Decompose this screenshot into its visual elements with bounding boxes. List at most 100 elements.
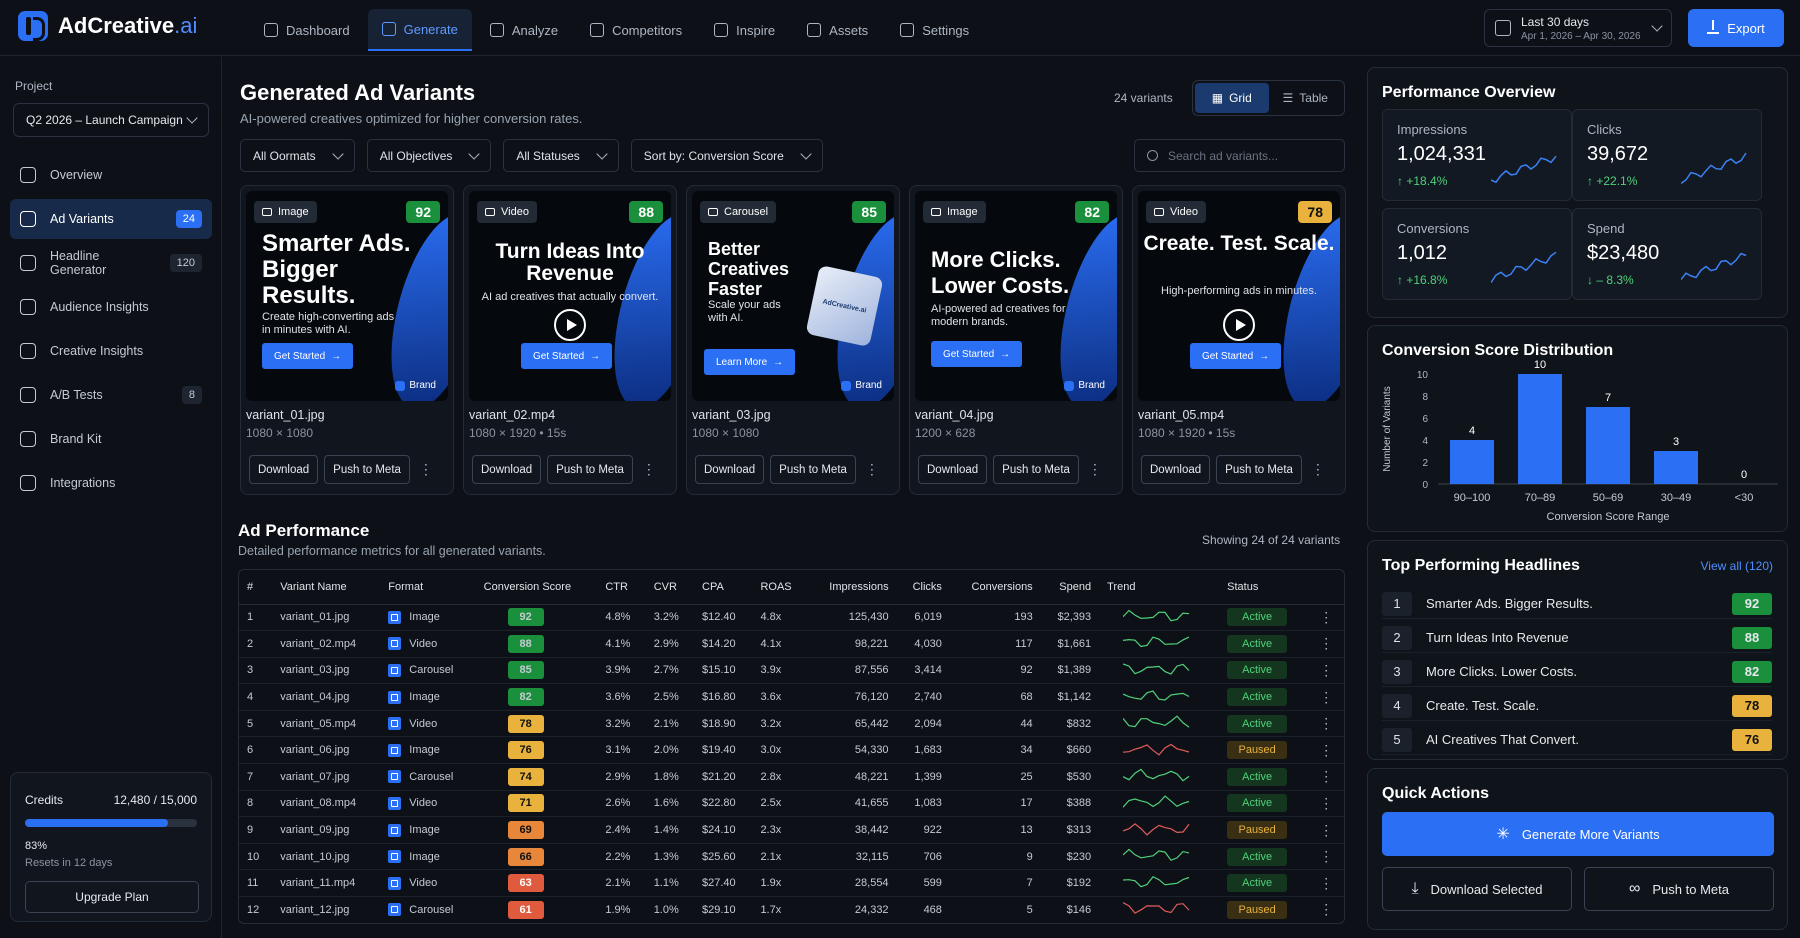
push-to-meta-button[interactable]: Push to Meta [993, 455, 1079, 484]
column-header[interactable]: ROAS [752, 570, 808, 605]
nav-competitors[interactable]: Competitors [576, 9, 696, 51]
column-header[interactable]: Conversions [949, 570, 1041, 605]
table-row[interactable]: 8 variant_08.mp4 Video 71 2.6% 1.6% $22.80 2.5x… [239, 790, 1344, 818]
download-button[interactable]: Download [918, 455, 988, 484]
nav-inspire[interactable]: Inspire [700, 9, 789, 51]
nav-assets[interactable]: Assets [793, 9, 882, 51]
column-header[interactable]: CPA [694, 570, 753, 605]
filter-select-3[interactable]: Sort by: Conversion Score [630, 139, 823, 172]
table-row[interactable]: 5 variant_05.mp4 Video 78 3.2% 2.1% $18.90 3.2x… [239, 710, 1344, 738]
variant-name[interactable]: variant_11.mp4 [272, 869, 381, 898]
column-header[interactable]: Status [1219, 570, 1309, 605]
table-row[interactable]: 1 variant_01.jpg Image 92 4.8% 3.2% $12.40 4.8x… [239, 604, 1344, 632]
sidebar-item-integrations[interactable]: Integrations [10, 463, 212, 503]
row-menu-icon[interactable]: ⋮ [1308, 657, 1344, 685]
variant-card[interactable]: Image 92 Smarter Ads. Bigger Results. Creat… [240, 185, 454, 495]
more-options-icon[interactable]: ⋮ [1087, 461, 1102, 477]
sidebar-item-a-b-tests[interactable]: A/B Tests 8 [10, 375, 212, 415]
filter-select-0[interactable]: All Oormats [240, 139, 355, 172]
table-row[interactable]: 10 variant_10.jpg Image 66 2.2% 1.3% $25.60 2.1… [239, 843, 1344, 871]
push-to-meta-button[interactable]: ∞ Push to Meta [1584, 867, 1774, 911]
row-menu-icon[interactable]: ⋮ [1308, 790, 1344, 818]
variant-name[interactable]: variant_01.jpg [272, 604, 381, 632]
headline-row[interactable]: 5 AI Creatives That Convert. 76 [1382, 725, 1772, 755]
headline-row[interactable]: 2 Turn Ideas Into Revenue 88 [1382, 623, 1772, 653]
download-button[interactable]: Download [1141, 455, 1211, 484]
row-menu-icon[interactable]: ⋮ [1308, 710, 1344, 738]
push-to-meta-button[interactable]: Push to Meta [770, 455, 856, 484]
variant-card[interactable]: Carousel 85 Better Creatives Faster Scale y… [686, 185, 900, 495]
variant-card[interactable]: Video 78 Create. Test. Scale. High-performi… [1132, 185, 1346, 495]
nav-settings[interactable]: Settings [886, 9, 983, 51]
row-menu-icon[interactable]: ⋮ [1308, 604, 1344, 632]
nav-dashboard[interactable]: Dashboard [250, 9, 364, 51]
table-row[interactable]: 3 variant_03.jpg Carousel 85 3.9% 2.7% $15.10 3… [239, 657, 1344, 685]
search-box[interactable] [1134, 139, 1345, 172]
table-row[interactable]: 7 variant_07.jpg Carousel 74 2.9% 1.8% $21.20 2… [239, 763, 1344, 791]
grid-view-button[interactable]: ▦ Grid [1195, 83, 1269, 113]
search-input[interactable] [1168, 148, 1328, 163]
sidebar-item-ad-variants[interactable]: Ad Variants 24 [10, 199, 212, 239]
sidebar-item-headline-generator[interactable]: Headline Generator 120 [10, 243, 212, 283]
variant-name[interactable]: variant_02.mp4 [272, 630, 381, 658]
filter-select-1[interactable]: All Objectives [366, 139, 492, 172]
more-options-icon[interactable]: ⋮ [864, 461, 879, 477]
variant-name[interactable]: variant_12.jpg [272, 896, 381, 923]
column-header[interactable]: Format [380, 570, 476, 605]
nav-analyze[interactable]: Analyze [476, 9, 572, 51]
download-button[interactable]: Download [472, 455, 542, 484]
variant-name[interactable]: variant_07.jpg [272, 763, 381, 791]
row-menu-icon[interactable]: ⋮ [1308, 843, 1344, 871]
table-row[interactable]: 2 variant_02.mp4 Video 88 4.1% 2.9% $14.20 4.1x… [239, 630, 1344, 658]
more-options-icon[interactable]: ⋮ [641, 461, 656, 477]
variant-name[interactable]: variant_03.jpg [272, 657, 381, 685]
row-menu-icon[interactable]: ⋮ [1308, 736, 1344, 765]
headline-row[interactable]: 1 Smarter Ads. Bigger Results. 92 [1382, 589, 1772, 619]
logo[interactable]: AdCreative.ai [18, 11, 197, 41]
column-header[interactable]: Impressions [807, 570, 897, 605]
variant-thumbnail[interactable]: Video 78 Create. Test. Scale. High-performi… [1138, 191, 1340, 401]
sidebar-item-audience-insights[interactable]: Audience Insights [10, 287, 212, 327]
play-icon[interactable] [554, 309, 586, 341]
row-menu-icon[interactable]: ⋮ [1308, 630, 1344, 658]
variant-card[interactable]: Video 88 Turn Ideas Into Revenue AI ad crea… [463, 185, 677, 495]
more-options-icon[interactable]: ⋮ [1310, 461, 1325, 477]
upgrade-plan-button[interactable]: Upgrade Plan [25, 881, 199, 913]
download-button[interactable]: Download [695, 455, 765, 484]
nav-generate[interactable]: Generate [367, 9, 472, 51]
date-range-select[interactable]: Last 30 days Apr 1, 2026 – Apr 30, 2026 [1484, 9, 1672, 47]
more-options-icon[interactable]: ⋮ [418, 461, 433, 477]
table-row[interactable]: 4 variant_04.jpg Image 82 3.6% 2.5% $16.80 3.6x… [239, 683, 1344, 711]
sidebar-item-creative-insights[interactable]: Creative Insights [10, 331, 212, 371]
variant-name[interactable]: variant_09.jpg [272, 816, 381, 844]
table-row[interactable]: 12 variant_12.jpg Carousel 61 1.9% 1.0% $29.10… [239, 896, 1344, 923]
variant-thumbnail[interactable]: Image 82 More Clicks. Lower Costs. AI-power… [915, 191, 1117, 401]
push-to-meta-button[interactable]: Push to Meta [1216, 455, 1302, 484]
filter-select-2[interactable]: All Statuses [503, 139, 619, 172]
column-header[interactable]: # [239, 570, 273, 605]
project-select[interactable]: Q2 2026 – Launch Campaign [13, 103, 209, 137]
column-header[interactable]: Clicks [896, 570, 950, 605]
sidebar-item-overview[interactable]: Overview [10, 155, 212, 195]
export-button[interactable]: Export [1688, 9, 1784, 47]
column-header[interactable]: CVR [645, 570, 695, 605]
table-view-button[interactable]: ☰ Table [1269, 83, 1343, 113]
variant-name[interactable]: variant_08.mp4 [272, 790, 381, 818]
push-to-meta-button[interactable]: Push to Meta [547, 455, 633, 484]
column-header[interactable]: Spend [1040, 570, 1100, 605]
variant-name[interactable]: variant_10.jpg [272, 843, 381, 871]
download-selected-button[interactable]: ⤓ Download Selected [1382, 867, 1572, 911]
table-row[interactable]: 6 variant_06.jpg Image 76 3.1% 2.0% $19.40 3.0x… [239, 736, 1344, 765]
variant-thumbnail[interactable]: Video 88 Turn Ideas Into Revenue AI ad crea… [469, 191, 671, 401]
table-row[interactable]: 11 variant_11.mp4 Video 63 2.1% 1.1% $27.40 1.9… [239, 869, 1344, 898]
push-to-meta-button[interactable]: Push to Meta [324, 455, 410, 484]
view-all-link[interactable]: View all (120) [1700, 559, 1773, 573]
column-header[interactable]: Trend [1099, 570, 1220, 605]
variant-name[interactable]: variant_05.mp4 [272, 710, 381, 738]
row-menu-icon[interactable]: ⋮ [1308, 896, 1344, 923]
column-header[interactable]: CTR [597, 570, 646, 605]
headline-row[interactable]: 3 More Clicks. Lower Costs. 82 [1382, 657, 1772, 687]
column-header[interactable]: Variant Name [272, 570, 381, 605]
variant-card[interactable]: Image 82 More Clicks. Lower Costs. AI-power… [909, 185, 1123, 495]
table-row[interactable]: 9 variant_09.jpg Image 69 2.4% 1.4% $24.10 2.3x… [239, 816, 1344, 844]
